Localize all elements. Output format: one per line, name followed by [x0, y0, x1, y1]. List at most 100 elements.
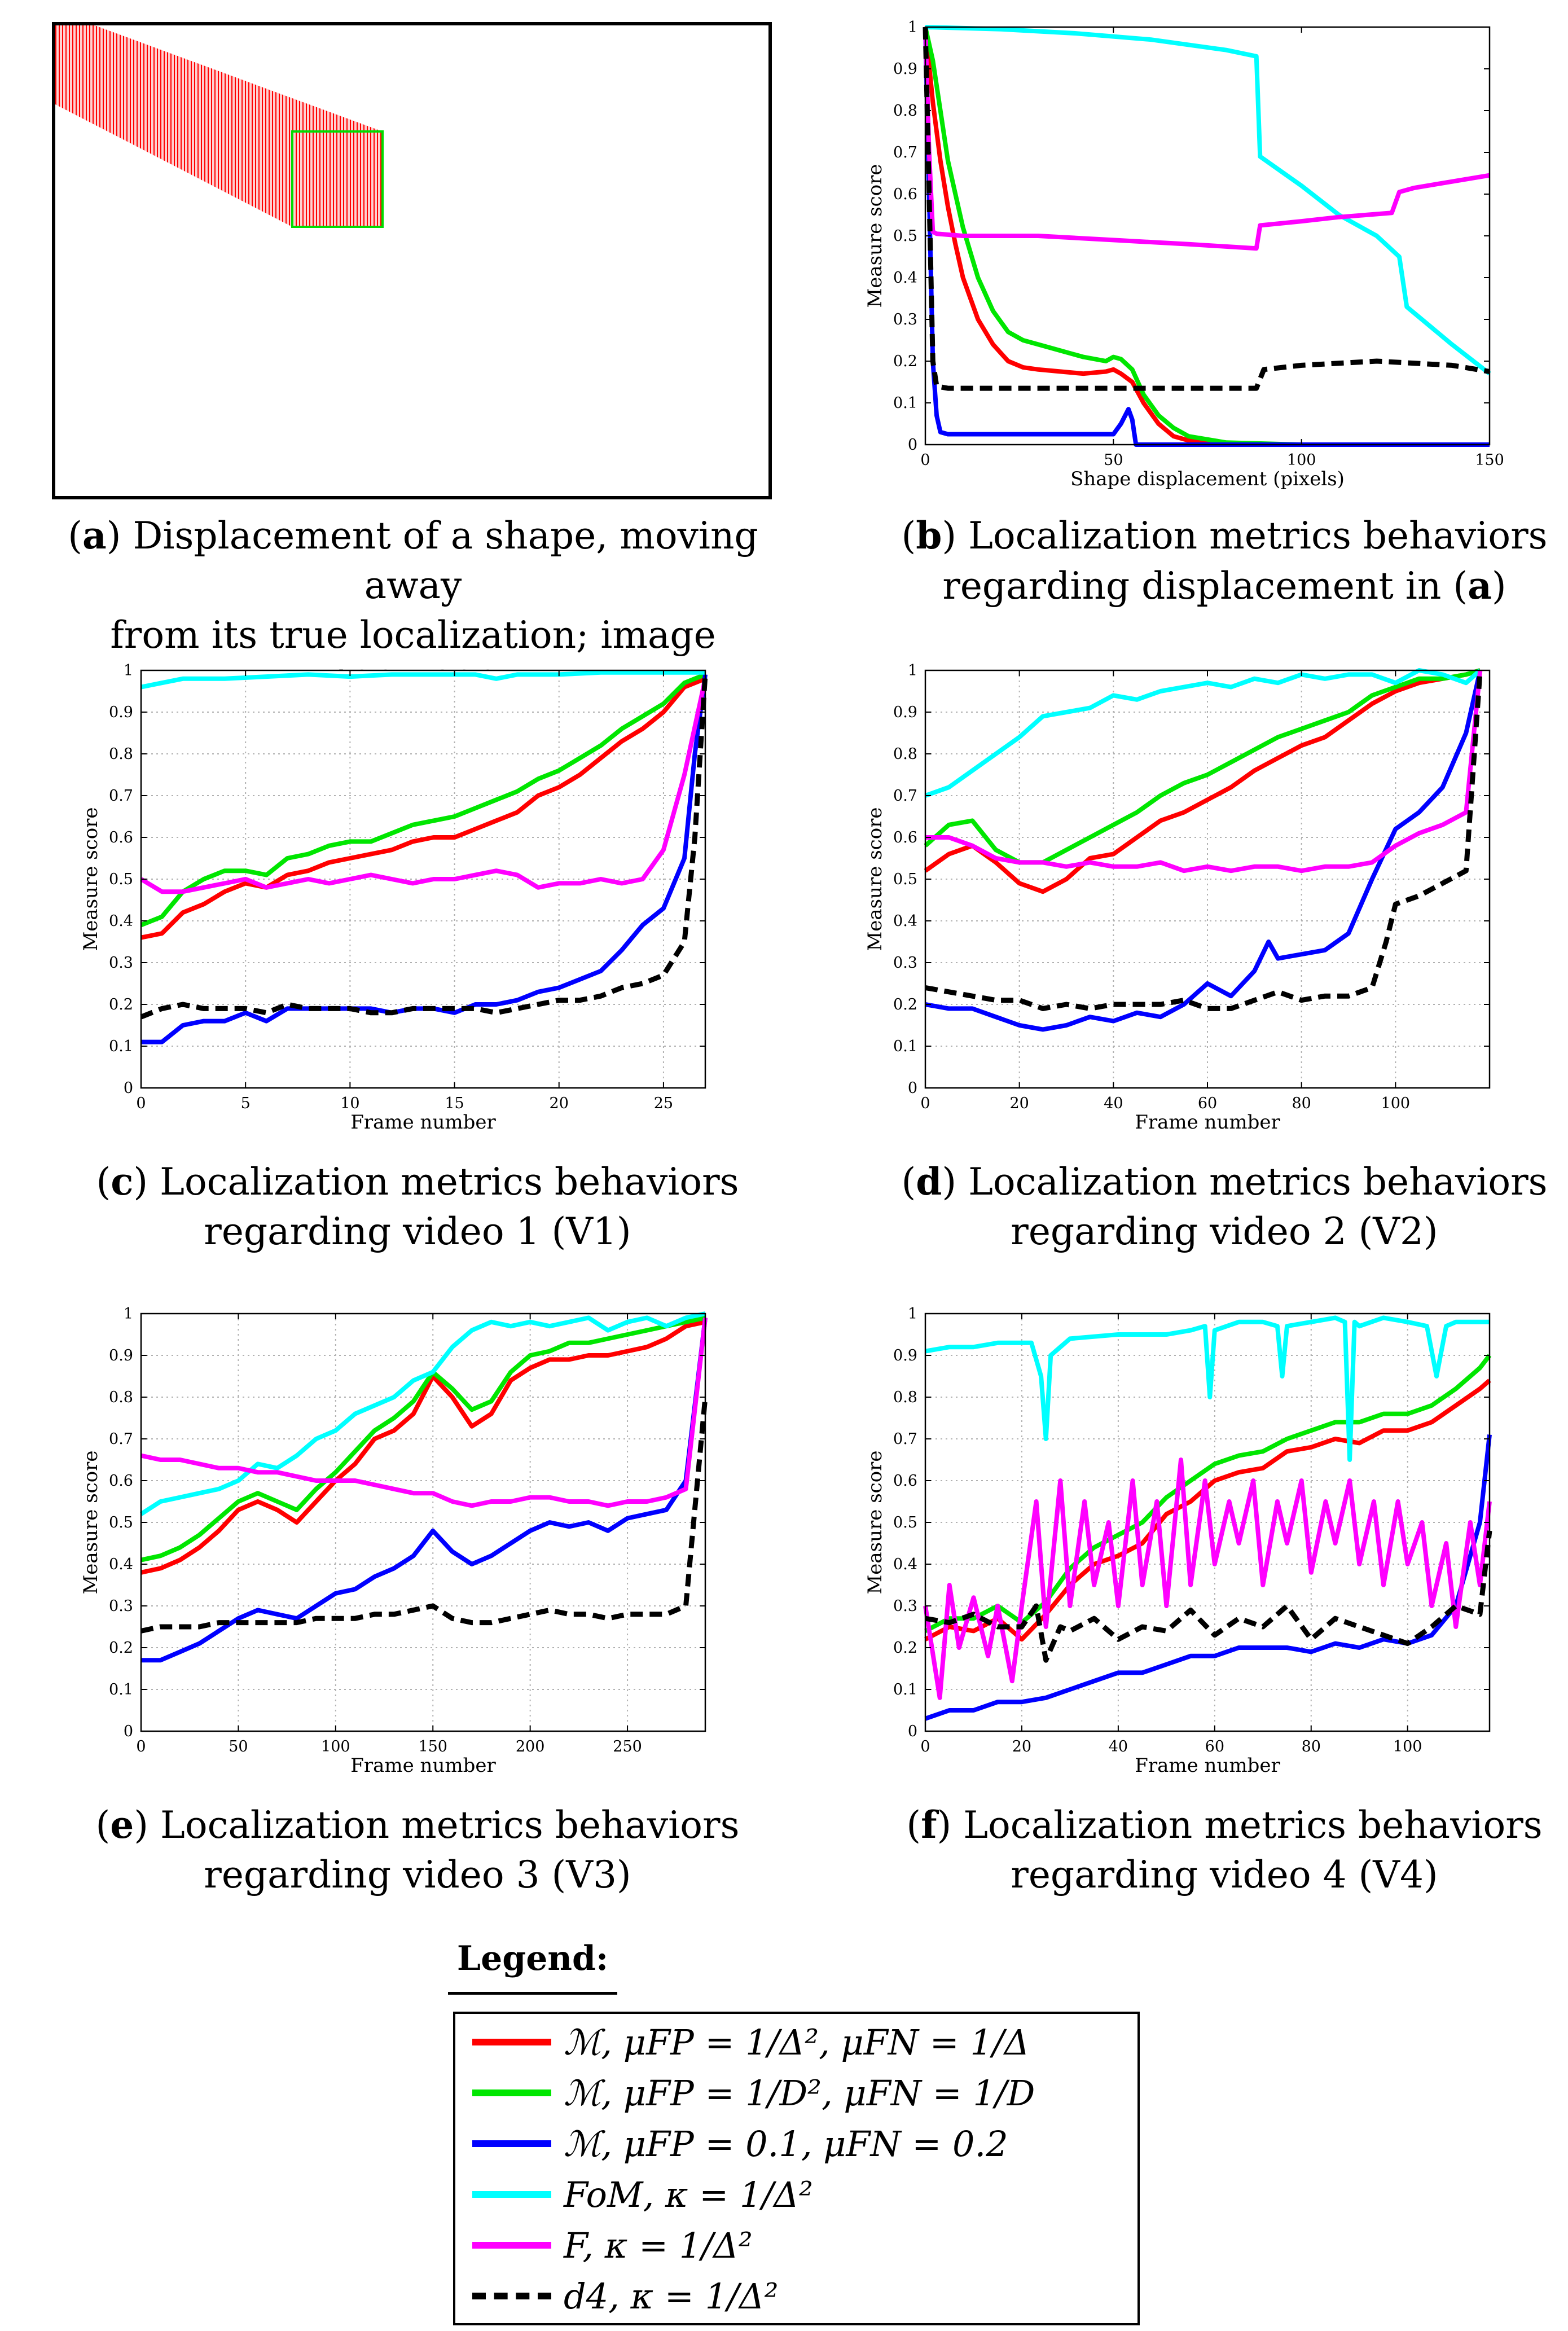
x-tick-label: 100	[1381, 1095, 1411, 1112]
y-tick-label: 0	[908, 436, 917, 454]
series-line	[923, 27, 1490, 447]
y-tick-label: 0.1	[109, 1681, 133, 1698]
series-line	[923, 27, 1490, 391]
y-tick-label: 0.8	[109, 745, 133, 763]
y-tick-label: 1	[908, 1305, 917, 1323]
y-tick-label: 0.1	[893, 1681, 917, 1698]
panel-a-displacement-frame	[52, 22, 772, 499]
y-axis-label: Measure score	[864, 1450, 886, 1594]
x-tick-label: 200	[516, 1738, 545, 1755]
x-tick-label: 80	[1302, 1738, 1321, 1755]
y-tick-label: 0.7	[893, 787, 917, 805]
y-tick-label: 0.9	[109, 1347, 133, 1364]
series-line	[141, 1317, 708, 1663]
y-tick-label: 0.2	[893, 353, 917, 370]
y-tick-label: 0.6	[109, 829, 133, 846]
x-tick-label: 5	[241, 1095, 251, 1112]
series-line	[140, 1319, 706, 1575]
y-tick-label: 0.2	[109, 1639, 133, 1657]
x-tick-label: 100	[1393, 1738, 1422, 1755]
y-tick-label: 0.7	[893, 144, 917, 161]
displaced-shape	[291, 130, 384, 228]
chart-b-displacement-metrics: 0 50 100 150 0 0.1 0.2 0.3 0.4 0.5 0.6 0.7 0.8 0.9 1 Sh…	[864, 19, 1504, 490]
series-line	[925, 670, 1483, 1011]
y-axis-label: Measure score	[80, 807, 102, 951]
legend-swatch	[472, 2089, 551, 2096]
series-line	[140, 670, 705, 690]
y-tick-label: 0.3	[893, 1597, 917, 1615]
x-tick-label: 20	[1012, 1738, 1031, 1755]
legend-entry: FoM, κ = 1/Δ²	[472, 2170, 813, 2219]
series-line	[140, 677, 706, 940]
series-line	[923, 27, 1490, 447]
displacement-trail	[55, 25, 383, 227]
x-tick-label: 0	[136, 1095, 146, 1112]
y-tick-label: 0.2	[893, 996, 917, 1013]
x-axis-label: Frame number	[350, 1754, 496, 1777]
y-tick-label: 0.6	[893, 186, 917, 203]
legend-label: ℳ, μFP = 0.1, μFN = 0.2	[564, 2123, 1008, 2165]
y-axis-label: Measure score	[864, 807, 886, 951]
y-tick-label: 0.4	[893, 912, 917, 930]
y-tick-label: 0.5	[893, 871, 917, 888]
y-tick-label: 0.6	[109, 1472, 133, 1490]
legend-title-underline	[448, 1992, 617, 1995]
x-tick-label: 50	[229, 1738, 248, 1755]
caption-f: (f) Localization metrics behaviors regard…	[906, 1803, 1543, 1897]
y-tick-label: 0.8	[893, 745, 917, 763]
y-tick-label: 0.1	[893, 394, 917, 412]
x-tick-label: 0	[920, 451, 930, 469]
y-tick-label: 1	[124, 662, 133, 679]
legend-swatch	[472, 2191, 551, 2198]
y-tick-label: 0.2	[893, 1639, 917, 1657]
legend-entry: ℳ, μFP = 1/D², μFN = 1/D	[472, 2068, 1035, 2118]
x-tick-label: 40	[1104, 1095, 1123, 1112]
series-line	[925, 670, 1483, 1032]
caption-b: (b) Localization metrics behaviors regard…	[901, 513, 1548, 608]
y-axis-label: Measure score	[864, 164, 886, 308]
x-tick-label: 50	[1104, 451, 1123, 469]
y-tick-label: 0.8	[109, 1389, 133, 1406]
y-tick-label: 0.3	[893, 954, 917, 972]
chart-f-video4-metrics: 0 20 40 60 80 100 0 0.1 0.2 0.3 0.4 0.5 0.6 0.7 0.8 0.9…	[864, 1305, 1492, 1777]
series-line	[139, 1311, 706, 1516]
x-tick-label: 0	[920, 1738, 930, 1755]
y-tick-label: 0	[124, 1079, 133, 1097]
y-tick-label: 0.7	[893, 1430, 917, 1448]
caption-c: (c) Localization metrics behaviors regard…	[96, 1160, 739, 1253]
panel-a-displacement-illustration	[55, 25, 384, 228]
x-tick-label: 0	[920, 1095, 930, 1112]
y-tick-label: 0.6	[893, 1472, 917, 1490]
y-tick-label: 0.7	[109, 787, 133, 805]
x-tick-label: 80	[1292, 1095, 1311, 1112]
series-line	[924, 668, 1481, 894]
chart-e-video3-metrics: 0 50 100 150 200 250 0 0.1 0.2 0.3 0.4 0.5 0.6 0.7 0.8…	[80, 1305, 708, 1777]
y-tick-label: 0.8	[893, 102, 917, 120]
legend-label: ℳ, μFP = 1/D², μFN = 1/D	[564, 2072, 1035, 2114]
y-tick-label: 0.1	[109, 1038, 133, 1055]
y-axis-label: Measure score	[80, 1450, 102, 1594]
legend-entry: d4, κ = 1/Δ²	[472, 2271, 779, 2321]
x-tick-label: 150	[1475, 451, 1504, 469]
x-axis-label: Frame number	[1135, 1111, 1280, 1134]
y-tick-label: 0.8	[893, 1389, 917, 1406]
y-tick-label: 0	[908, 1723, 917, 1740]
legend-entry: ℳ, μFP = 0.1, μFN = 0.2	[472, 2119, 1008, 2168]
x-axis-label: Frame number	[350, 1111, 496, 1134]
caption-e: (e) Localization metrics behaviors regard…	[95, 1803, 740, 1897]
y-tick-label: 0.4	[893, 269, 917, 287]
legend-label: ℳ, μFP = 1/Δ², μFN = 1/Δ	[564, 2021, 1030, 2063]
legend-swatch	[472, 2293, 551, 2299]
y-tick-label: 1	[908, 19, 917, 36]
y-tick-label: 0.4	[109, 912, 133, 930]
legend-entry: ℳ, μFP = 1/Δ², μFN = 1/Δ	[472, 2017, 1030, 2067]
legend-swatch	[472, 2039, 551, 2045]
x-tick-label: 15	[445, 1095, 464, 1112]
legend-label: d4, κ = 1/Δ²	[564, 2275, 779, 2317]
y-tick-label: 1	[124, 1305, 133, 1323]
series-line	[923, 27, 1490, 251]
y-tick-label: 1	[908, 662, 917, 679]
y-tick-label: 0.5	[109, 1514, 133, 1531]
legend-title: Legend:	[456, 1939, 609, 1978]
series-line	[925, 25, 1491, 376]
